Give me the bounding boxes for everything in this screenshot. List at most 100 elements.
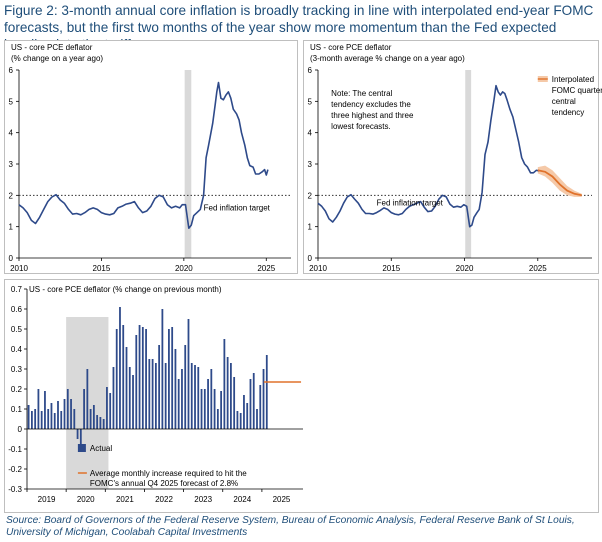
chart-title-line: US - core PCE deflator (11, 43, 93, 52)
bar-actual (197, 367, 200, 429)
bar-actual (154, 363, 157, 429)
y-tick-label: -0.3 (8, 485, 22, 494)
chart-title-line: (% change on a year ago) (11, 54, 103, 63)
bar-actual (102, 419, 105, 429)
legend-label-line: Interpolated (552, 75, 594, 84)
y-tick-label: 0 (308, 254, 313, 263)
bar-actual (57, 401, 59, 429)
y-tick-label: 0.2 (11, 385, 23, 394)
bar-actual (27, 405, 30, 429)
x-tick-label: 2019 (38, 495, 56, 504)
bar-actual (66, 389, 69, 429)
bar-actual (233, 377, 236, 429)
y-tick-label: 0.3 (11, 365, 23, 374)
bar-actual (83, 389, 85, 429)
y-tick-label: 3 (9, 160, 14, 169)
y-tick-label: 6 (9, 66, 14, 75)
x-tick-label: 2021 (116, 495, 134, 504)
bar-actual (158, 345, 161, 429)
x-tick-label: 2020 (456, 264, 474, 273)
x-tick-label: 2024 (233, 495, 251, 504)
bar-actual (50, 403, 53, 429)
bar-actual (164, 363, 167, 429)
bar-actual (161, 309, 164, 429)
bar-actual (73, 409, 76, 429)
bar-actual (37, 389, 40, 429)
bar-actual (256, 409, 258, 429)
y-tick-label: 0.5 (11, 325, 23, 334)
y-tick-label: 4 (308, 129, 313, 138)
bar-actual (190, 363, 193, 429)
note-line: lowest forecasts. (331, 122, 391, 131)
bar-actual (207, 379, 209, 429)
legend-label-actual: Actual (90, 444, 112, 453)
x-tick-label: 2023 (194, 495, 212, 504)
bar-actual (148, 359, 151, 429)
chart-title-line: (3-month average % change on a year ago) (310, 54, 465, 63)
bar-actual (262, 369, 265, 429)
bar-actual (249, 379, 252, 429)
legend-label-line: central (552, 97, 576, 106)
bar-actual (60, 411, 63, 429)
bar-actual (174, 349, 177, 429)
chart-core-pce-mom-svg: US - core PCE deflator (% change on prev… (8, 285, 303, 504)
fed-target-label: Fed inflation target (204, 203, 271, 212)
chart-core-pce-yoy-svg: US - core PCE deflator (% change on a yea… (9, 43, 291, 273)
fed-target-label: Fed inflation target (377, 198, 444, 207)
y-tick-label: 2 (308, 191, 313, 200)
y-tick-label: 2 (9, 191, 14, 200)
y-tick-label: 3 (308, 160, 313, 169)
bar-actual (109, 393, 112, 429)
bar-actual (230, 363, 232, 429)
bar-actual (184, 345, 187, 429)
chart-title: US - core PCE deflator (% change on prev… (29, 285, 222, 294)
bar-actual (194, 365, 196, 429)
note-line: three highest and three (331, 111, 414, 120)
y-tick-label: 0.1 (11, 405, 23, 414)
bar-actual (31, 411, 33, 429)
chart-title-line: US - core PCE deflator (310, 43, 392, 52)
bar-actual (177, 379, 180, 429)
bar-actual (132, 375, 134, 429)
x-tick-label: 2015 (93, 264, 111, 273)
recession-shade (465, 70, 472, 258)
bar-actual (40, 411, 43, 429)
y-tick-label: 0 (9, 254, 14, 263)
bar-actual (236, 411, 239, 429)
y-tick-label: 5 (9, 97, 14, 106)
bar-actual (86, 369, 89, 429)
chart-core-pce-mom: US - core PCE deflator (% change on prev… (4, 279, 599, 513)
legend-label-required-line: FOMC's annual Q4 2025 forecast of 2.8% (90, 479, 238, 488)
x-tick-label: 2020 (77, 495, 95, 504)
bar-actual (171, 327, 174, 429)
bar-actual (63, 399, 66, 429)
x-tick-label: 2015 (382, 264, 400, 273)
bar-actual (89, 409, 92, 429)
y-tick-label: 0.7 (11, 285, 23, 294)
fomc-band (537, 165, 582, 197)
y-tick-label: -0.2 (8, 465, 22, 474)
bar-actual (181, 369, 183, 429)
bar-actual (112, 367, 115, 429)
chart-core-pce-3m-avg-svg: US - core PCE deflator (3-month average %… (308, 43, 602, 273)
bar-actual (226, 357, 229, 429)
bar-actual (259, 385, 262, 429)
y-tick-label: 0.4 (11, 345, 23, 354)
y-tick-label: 0.6 (11, 305, 23, 314)
x-tick-label: 2022 (155, 495, 173, 504)
bar-actual (44, 391, 46, 429)
y-tick-label: -0.1 (8, 445, 22, 454)
bar-actual (47, 409, 50, 429)
bar-actual (220, 391, 223, 429)
bar-actual (119, 307, 121, 429)
bar-actual (53, 413, 56, 429)
bar-actual (203, 389, 206, 429)
bar-actual (34, 409, 37, 429)
bar-actual (79, 429, 82, 447)
recession-shade (184, 70, 192, 258)
bar-actual (216, 409, 219, 429)
chart-core-pce-3m-avg: US - core PCE deflator (3-month average %… (303, 40, 602, 274)
bar-actual (138, 325, 141, 429)
bar-actual (223, 339, 226, 429)
y-tick-label: 4 (9, 129, 14, 138)
